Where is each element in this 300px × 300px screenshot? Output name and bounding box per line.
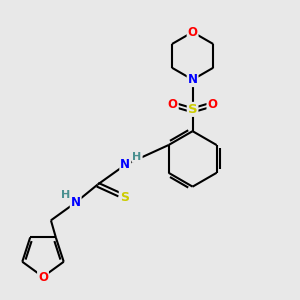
Text: O: O [38, 271, 48, 284]
Text: O: O [188, 26, 198, 39]
Text: N: N [188, 73, 198, 86]
Text: S: S [188, 103, 197, 116]
Text: N: N [71, 196, 81, 209]
Text: H: H [133, 152, 142, 162]
Text: O: O [207, 98, 218, 111]
Text: N: N [120, 158, 130, 171]
Text: S: S [120, 191, 129, 204]
Text: H: H [61, 190, 70, 200]
Text: O: O [168, 98, 178, 111]
